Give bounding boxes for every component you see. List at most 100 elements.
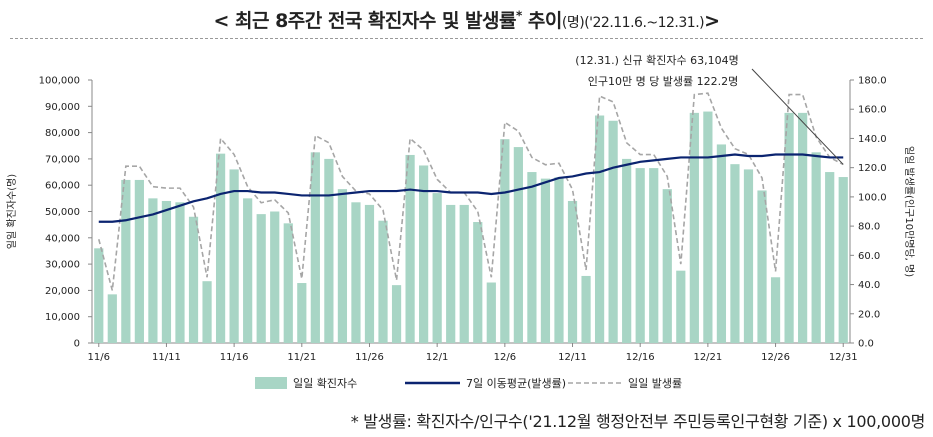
bar-daily-cases — [134, 179, 144, 343]
right-tick-label: 20.0 — [858, 309, 880, 320]
left-tick-label: 50,000 — [45, 207, 80, 218]
bar-daily-cases — [148, 198, 158, 343]
bar-daily-cases — [419, 165, 429, 343]
bar-daily-cases — [324, 158, 334, 343]
left-tick-label: 40,000 — [45, 233, 80, 244]
bar-daily-cases — [730, 164, 740, 343]
x-tick-label: 12/11 — [558, 352, 587, 363]
x-tick-label: 12/1 — [426, 352, 448, 363]
bar-daily-cases — [608, 120, 618, 343]
bar-daily-cases — [283, 223, 293, 343]
bar-daily-cases — [243, 198, 253, 343]
x-tick-label: 12/26 — [761, 352, 790, 363]
title-paren: (명)('22.11.6.~12.31.) — [561, 15, 705, 31]
bar-daily-cases — [798, 112, 808, 343]
legend-label-incidence: 일일 발생률 — [628, 376, 682, 390]
right-tick-label: 60.0 — [858, 251, 880, 262]
bar-daily-cases — [229, 169, 239, 343]
right-tick-label: 0.0 — [858, 339, 874, 350]
bar-daily-cases — [838, 177, 848, 343]
bar-daily-cases — [540, 178, 551, 343]
bar-daily-cases — [175, 202, 185, 343]
legend-label-average: 7일 이동평균(발생률) — [466, 376, 566, 390]
bar-daily-cases — [757, 190, 767, 343]
bar-daily-cases — [215, 153, 226, 343]
bar-daily-cases — [94, 248, 104, 343]
x-tick-label: 11/16 — [220, 352, 249, 363]
bar-daily-cases — [770, 277, 781, 343]
legend-swatch-bars — [255, 377, 287, 389]
right-tick-label: 80.0 — [858, 222, 880, 233]
right-tick-label: 140.0 — [858, 134, 887, 145]
footnote: * 발생률: 확진자수/인구수('21.12월 행정안전부 주민등록인구현황 기… — [350, 412, 926, 431]
bar-daily-cases — [121, 179, 131, 343]
left-tick-label: 70,000 — [45, 154, 80, 165]
bar-daily-cases — [594, 115, 605, 343]
bar-daily-cases — [405, 154, 415, 343]
right-axis-title: 일일 발생률(인구10만명당, 명) — [903, 146, 915, 277]
bar-daily-cases — [689, 112, 699, 343]
left-tick-label: 10,000 — [45, 312, 80, 323]
right-tick-label: 100.0 — [858, 192, 887, 203]
bar-daily-cases — [703, 111, 713, 343]
title-close: > — [704, 10, 720, 32]
bar-daily-cases — [500, 139, 510, 343]
bar-daily-cases — [459, 204, 469, 343]
annotation-leader — [751, 68, 844, 165]
bar-daily-cases — [310, 152, 320, 343]
chart-title: < 최근 8주간 전국 확진자수 및 발생률* 추이(명)('22.11.6.~… — [0, 6, 933, 33]
bar-daily-cases — [811, 152, 821, 343]
x-tick-label: 12/31 — [829, 352, 858, 363]
bar-daily-cases — [581, 275, 591, 343]
x-tick-label: 11/6 — [88, 352, 110, 363]
bar-daily-cases — [513, 147, 523, 343]
right-tick-label: 160.0 — [858, 105, 887, 116]
x-tick-label: 11/21 — [287, 352, 316, 363]
bar-daily-cases — [202, 281, 212, 343]
left-tick-label: 30,000 — [45, 260, 80, 271]
line-7day-average — [98, 153, 844, 223]
bar-daily-cases — [554, 177, 564, 343]
bar-daily-cases — [107, 294, 117, 343]
bar-daily-cases — [716, 144, 727, 343]
bar-daily-cases — [351, 202, 361, 343]
bar-daily-cases — [662, 189, 672, 343]
annotation-line-2: 인구10만 명 당 발생률 122.2명 — [588, 75, 739, 88]
bar-daily-cases — [473, 222, 483, 343]
bar-daily-cases — [825, 172, 835, 343]
left-tick-label: 0 — [74, 339, 80, 350]
left-tick-label: 90,000 — [45, 102, 80, 113]
bar-daily-cases — [391, 285, 402, 343]
line-daily-incidence — [97, 92, 844, 291]
bar-daily-cases — [676, 270, 686, 343]
title-main2: 추이 — [527, 10, 562, 32]
x-tick-label: 11/11 — [152, 352, 181, 363]
title-main: < 최근 8주간 전국 확진자수 및 발생률 — [213, 10, 517, 32]
x-tick-label: 11/26 — [355, 352, 384, 363]
right-tick-label: 120.0 — [858, 163, 887, 174]
bar-daily-cases — [743, 169, 754, 343]
left-axis-title: 일일 확진자수(명) — [6, 174, 18, 249]
bar-daily-cases — [486, 282, 496, 343]
x-tick-label: 12/16 — [626, 352, 655, 363]
left-tick-label: 60,000 — [45, 181, 80, 192]
bar-daily-cases — [527, 172, 537, 343]
x-tick-label: 12/6 — [494, 352, 516, 363]
bar-daily-cases — [297, 283, 307, 343]
bar-daily-cases — [161, 200, 172, 343]
bar-daily-cases — [270, 211, 280, 343]
x-tick-label: 12/21 — [693, 352, 722, 363]
bar-daily-cases — [188, 216, 199, 343]
combo-chart: 0 10,000 20,000 30,000 40,000 50,000 60,000 70,… — [6, 54, 915, 390]
bar-daily-cases — [337, 189, 348, 343]
bar-daily-cases — [622, 158, 632, 343]
bar-daily-cases — [378, 220, 388, 343]
bar-daily-cases — [256, 214, 266, 343]
left-tick-label: 100,000 — [39, 76, 80, 87]
title-divider — [10, 38, 923, 39]
title-star: * — [516, 8, 522, 23]
bar-daily-cases — [784, 112, 794, 343]
left-tick-label: 80,000 — [45, 128, 80, 139]
bar-daily-cases — [446, 204, 456, 343]
right-tick-label: 180.0 — [858, 76, 887, 87]
